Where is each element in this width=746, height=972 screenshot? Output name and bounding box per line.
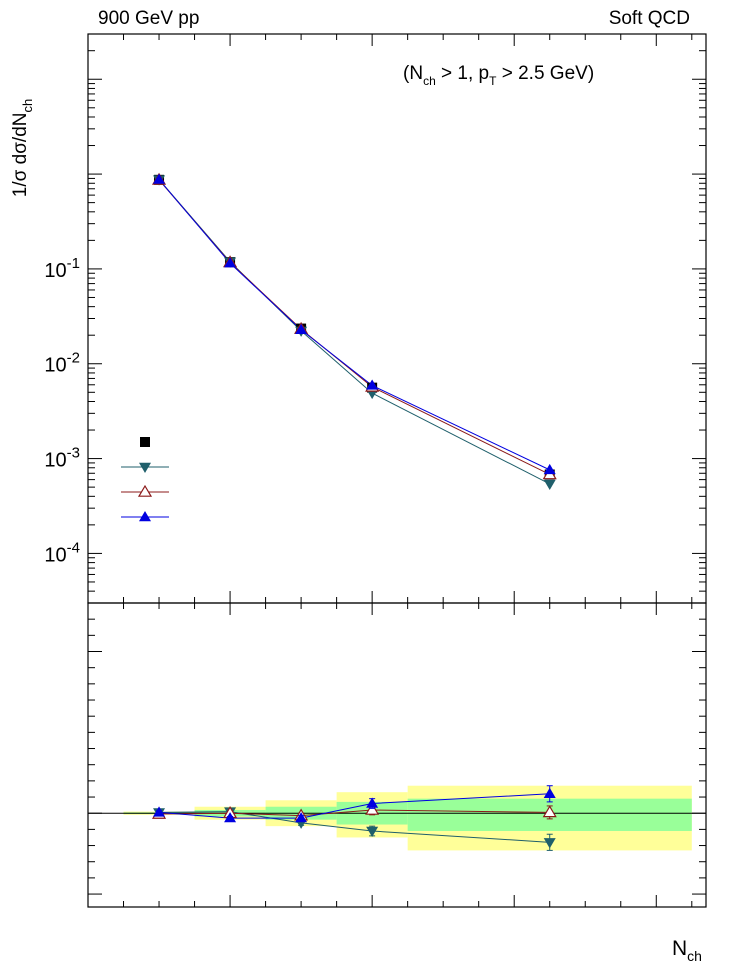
legend-marker [139, 511, 151, 522]
y-tick-label: 10-3 [44, 445, 80, 472]
main-plot-frame [87, 33, 707, 604]
ratio-plot-frame [87, 602, 707, 908]
data-point [224, 257, 237, 268]
series-line-2 [158, 179, 550, 475]
legend-marker [140, 437, 150, 447]
y-tick-label: 10-2 [44, 350, 80, 377]
chart-subtitle: (Nch > 1, pT > 2.5 GeV) [403, 63, 594, 88]
data-point [366, 379, 379, 390]
y-axis-label: 1/σ dσ/dNch [10, 99, 35, 197]
legend-marker [139, 462, 151, 473]
ratio-point [153, 806, 166, 817]
x-axis-label: Nch [672, 937, 702, 964]
ratio-point [365, 802, 380, 815]
data-point [543, 463, 556, 475]
ratio-point [295, 812, 308, 823]
ratio-point [542, 805, 557, 818]
header-left: 900 GeV pp [98, 8, 200, 29]
series-line-3 [158, 179, 550, 471]
legend-marker [137, 484, 153, 497]
ratio-point [366, 826, 379, 837]
ratio-point [366, 797, 379, 808]
data-point [153, 173, 166, 184]
header-right: Soft QCD [608, 8, 690, 29]
data-point [543, 479, 556, 490]
ratio-point [543, 787, 556, 799]
ratio-point [543, 838, 556, 849]
data-point [295, 323, 308, 335]
y-tick-label: 10-4 [44, 539, 80, 566]
y-tick-label: 10-1 [44, 255, 80, 282]
ratio-point [224, 812, 237, 823]
series-line-1 [158, 179, 550, 485]
